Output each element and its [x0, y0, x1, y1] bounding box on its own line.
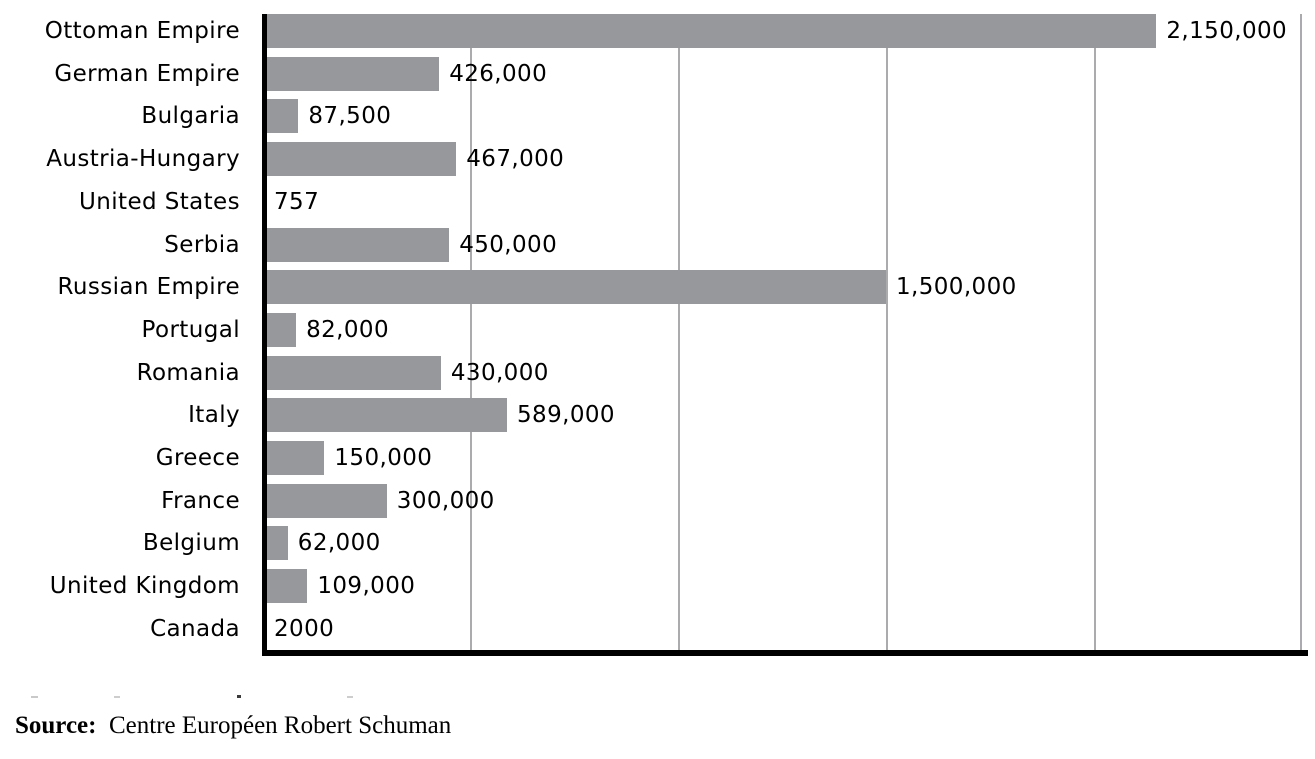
bar — [262, 270, 886, 305]
value-label: 300,000 — [396, 487, 495, 514]
category-label: Portugal — [141, 316, 240, 343]
category-label: United Kingdom — [49, 573, 240, 600]
cropped-text-artifact — [347, 696, 353, 698]
bar — [262, 312, 297, 347]
gridline — [470, 14, 472, 650]
value-label: 589,000 — [517, 402, 615, 429]
value-label: 2000 — [274, 615, 335, 642]
bar — [262, 56, 440, 91]
category-label: Romania — [136, 359, 240, 386]
value-label: 450,000 — [459, 231, 558, 258]
value-label: 82,000 — [306, 316, 389, 343]
category-label: Austria-Hungary — [46, 146, 240, 173]
value-label: 430,000 — [450, 359, 549, 386]
bar — [262, 569, 308, 604]
cropped-text-artifact — [237, 695, 241, 698]
source-separator — [96, 712, 109, 739]
category-label: United States — [79, 188, 240, 215]
bar — [262, 355, 441, 390]
gridline — [886, 14, 888, 650]
value-label: 150,000 — [334, 445, 433, 471]
source-label: Source: — [15, 712, 97, 739]
bar — [262, 142, 457, 177]
category-label: Italy — [188, 402, 240, 429]
value-label: 1,500,000 — [896, 274, 1017, 301]
y-axis-line — [262, 14, 267, 650]
category-label: Bulgaria — [141, 103, 240, 130]
category-label: Canada — [150, 615, 240, 642]
category-label: Greece — [155, 445, 240, 471]
gridline — [1094, 14, 1096, 650]
gridline — [1300, 14, 1302, 650]
plot-area — [262, 14, 1302, 650]
bar — [262, 14, 1157, 48]
category-label: Russian Empire — [57, 274, 240, 301]
category-label: Ottoman Empire — [44, 18, 240, 44]
value-label: 2,150,000 — [1166, 18, 1288, 44]
bar — [262, 441, 325, 475]
bar — [262, 99, 299, 134]
category-label: German Empire — [54, 60, 240, 87]
value-label: 426,000 — [449, 60, 548, 87]
source-text: Centre Européen Robert Schuman — [108, 712, 452, 739]
value-label: 87,500 — [308, 103, 392, 130]
category-label: France — [161, 487, 240, 514]
value-label: 109,000 — [317, 573, 416, 600]
gridline — [678, 14, 680, 650]
value-label: 467,000 — [466, 146, 565, 173]
bar — [262, 227, 450, 262]
value-label: 757 — [274, 188, 320, 215]
cropped-text-artifact — [31, 696, 38, 698]
value-label: 62,000 — [297, 530, 381, 557]
x-axis-line — [262, 650, 1308, 656]
bar — [262, 483, 387, 518]
cropped-text-artifact — [114, 696, 120, 698]
source-caption: Source: Centre Européen Robert Schuman — [15, 712, 451, 740]
category-label: Belgium — [142, 530, 240, 557]
category-label: Serbia — [164, 231, 240, 258]
bar — [262, 398, 508, 433]
